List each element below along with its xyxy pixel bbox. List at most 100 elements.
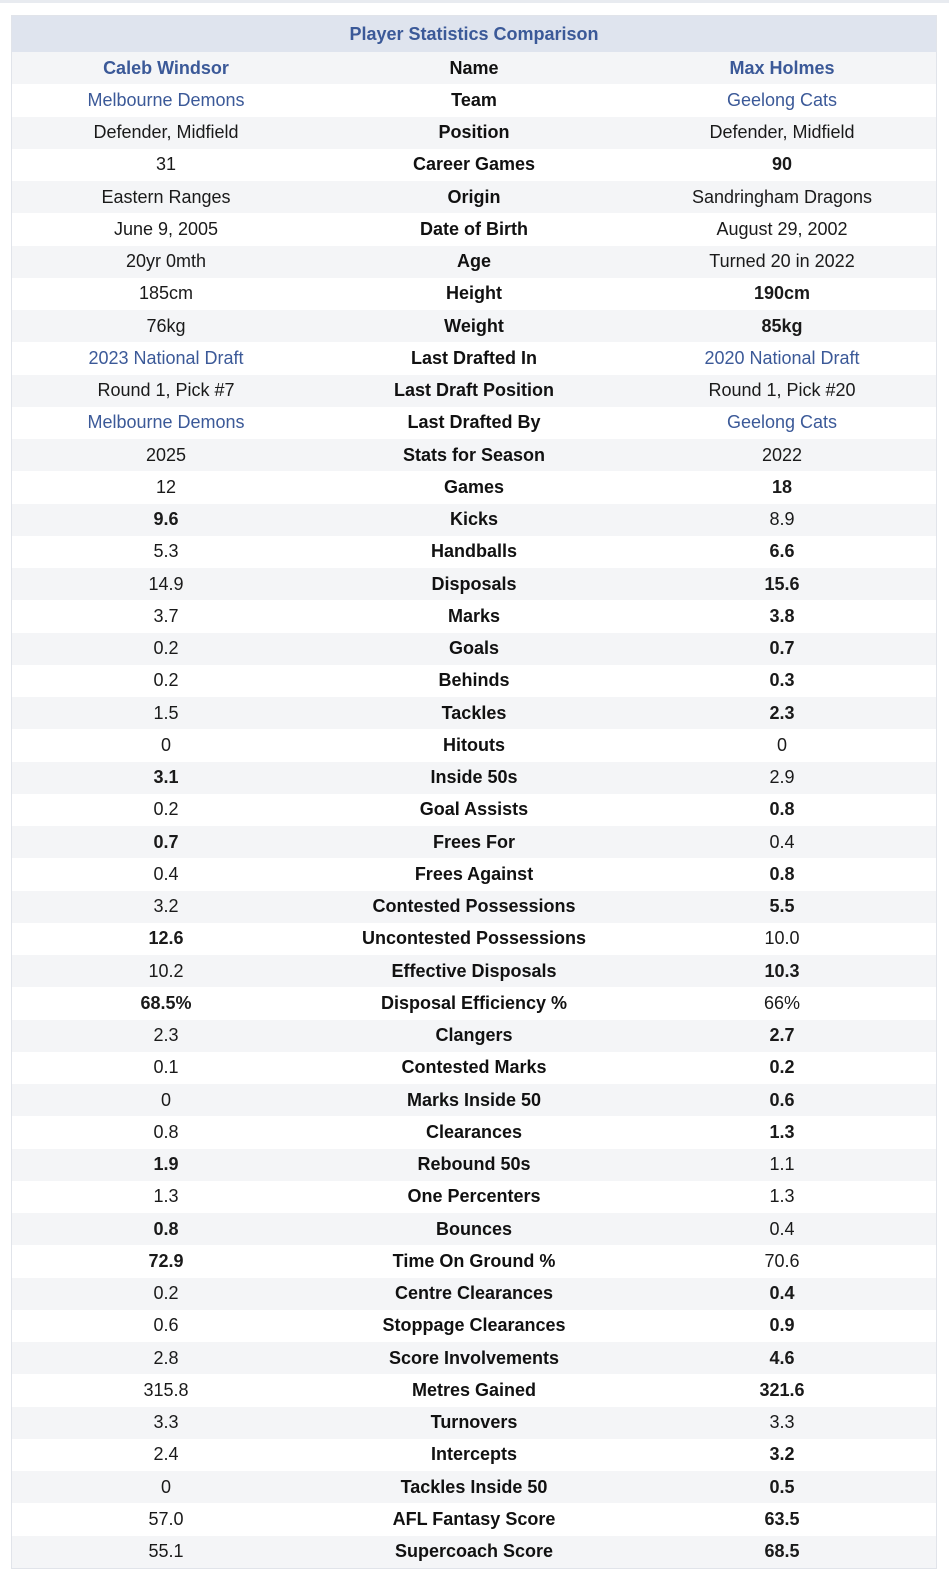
left-player-value: 0.6 [153, 1315, 179, 1336]
stat-label: Frees For [432, 831, 516, 852]
right-player-value: Defender, Midfield [709, 122, 855, 143]
table-row: 72.9 Time On Ground % 70.6 [12, 1245, 936, 1278]
right-player-value: 8.9 [769, 509, 795, 530]
left-player-value: Eastern Ranges [101, 186, 231, 207]
table-row: Melbourne Demons Last Drafted By Geelong C… [12, 406, 936, 439]
stat-label: Last Draft Position [393, 380, 554, 401]
table-row: 5.3 Handballs 6.6 [12, 535, 936, 568]
stat-label: Intercepts [430, 1444, 518, 1465]
table-row: 2023 National Draft Last Drafted In 2020 N… [12, 342, 936, 375]
right-player-value: 70.6 [764, 1250, 800, 1271]
right-player-value: 1.1 [769, 1154, 795, 1175]
left-player-value: 2.4 [153, 1444, 179, 1465]
right-player-value: 1.3 [769, 1121, 795, 1142]
stat-label: Team [451, 89, 497, 110]
stat-label: Kicks [449, 509, 499, 530]
left-player-value: 5.3 [153, 541, 179, 562]
table-row: Caleb Windsor Name Max Holmes [12, 52, 936, 85]
table-row: 0.2 Goal Assists 0.8 [12, 793, 936, 826]
stat-label: Clearances [425, 1121, 523, 1142]
table-row: 0.6 Stoppage Clearances 0.9 [12, 1309, 936, 1342]
left-player-value[interactable]: Melbourne Demons [87, 89, 245, 110]
table-row: 315.8 Metres Gained 321.6 [12, 1374, 936, 1407]
left-player-value: 1.5 [153, 702, 179, 723]
right-player-value: August 29, 2002 [716, 218, 848, 239]
top-divider [0, 0, 949, 3]
right-player-value: 2.3 [769, 702, 795, 723]
table-row: 0.2 Goals 0.7 [12, 632, 936, 665]
right-player-value: 2.7 [769, 1025, 795, 1046]
right-player-value: 63.5 [764, 1508, 800, 1529]
table-row: 0 Hitouts 0 [12, 729, 936, 762]
right-player-value: Turned 20 in 2022 [709, 251, 855, 272]
table-row: 2.3 Clangers 2.7 [12, 1019, 936, 1052]
right-player-value[interactable]: Geelong Cats [726, 412, 838, 433]
left-player-value: 0.7 [153, 831, 179, 852]
right-player-value: 10.3 [764, 960, 800, 981]
left-player-value: 3.3 [153, 1412, 179, 1433]
left-player-value: 1.3 [153, 1186, 179, 1207]
left-player-value: 0 [160, 1089, 171, 1110]
table-row: 2025 Stats for Season 2022 [12, 439, 936, 472]
table-row: 0 Tackles Inside 50 0.5 [12, 1471, 936, 1504]
stat-label: Uncontested Possessions [361, 928, 587, 949]
stat-label: Weight [444, 315, 504, 336]
left-player-value: Round 1, Pick #7 [97, 380, 235, 401]
left-player-value[interactable]: Caleb Windsor [103, 57, 229, 78]
right-player-value[interactable]: 2020 National Draft [704, 347, 860, 368]
stat-label: Games [443, 476, 505, 497]
stat-label: Bounces [435, 1218, 513, 1239]
left-player-value: 3.2 [153, 896, 179, 917]
left-player-value[interactable]: Melbourne Demons [87, 412, 245, 433]
right-player-value: 321.6 [759, 1379, 805, 1400]
stat-label: Age [456, 251, 491, 272]
right-player-value: 15.6 [764, 573, 800, 594]
stat-label: Effective Disposals [391, 960, 557, 981]
comparison-table: Player Statistics Comparison Caleb Winds… [11, 15, 937, 1569]
right-player-value: 190cm [753, 283, 811, 304]
left-player-value: 0.8 [153, 1218, 179, 1239]
left-player-value: 2.3 [153, 1025, 179, 1046]
stat-label: Stats for Season [402, 444, 546, 465]
stat-label: Date of Birth [420, 218, 528, 239]
left-player-value[interactable]: 2023 National Draft [88, 347, 244, 368]
left-player-value: 20yr 0mth [125, 251, 207, 272]
stat-label: Last Drafted In [410, 347, 538, 368]
left-player-value: 55.1 [148, 1541, 184, 1562]
table-row: 0.8 Bounces 0.4 [12, 1213, 936, 1246]
stat-label: Score Involvements [388, 1347, 560, 1368]
left-player-value: 12.6 [148, 928, 184, 949]
table-row: Round 1, Pick #7 Last Draft Position Round… [12, 374, 936, 407]
left-player-value: 2.8 [153, 1347, 179, 1368]
left-player-value: 14.9 [148, 573, 184, 594]
table-row: 68.5% Disposal Efficiency % 66% [12, 987, 936, 1020]
table-row: 12 Games 18 [12, 471, 936, 504]
stat-label: Disposals [431, 573, 517, 594]
right-player-value: 1.3 [769, 1186, 795, 1207]
right-player-value[interactable]: Geelong Cats [726, 89, 838, 110]
left-player-value: 3.7 [153, 605, 179, 626]
right-player-value[interactable]: Max Holmes [729, 57, 835, 78]
right-player-value: 3.2 [769, 1444, 795, 1465]
left-player-value: 0.2 [153, 799, 179, 820]
stat-label: Contested Possessions [372, 896, 576, 917]
table-row: 1.3 One Percenters 1.3 [12, 1180, 936, 1213]
table-row: 0.2 Centre Clearances 0.4 [12, 1277, 936, 1310]
right-player-value: 85kg [761, 315, 803, 336]
right-player-value: 0.3 [769, 670, 795, 691]
table-row: 3.2 Contested Possessions 5.5 [12, 890, 936, 923]
table-row: 0.8 Clearances 1.3 [12, 1116, 936, 1149]
table-row: 76kg Weight 85kg [12, 310, 936, 343]
table-row: 10.2 Effective Disposals 10.3 [12, 955, 936, 988]
right-player-value: Sandringham Dragons [691, 186, 873, 207]
right-player-value: 68.5 [764, 1541, 800, 1562]
left-player-value: 72.9 [148, 1250, 184, 1271]
left-player-value: 12 [155, 476, 177, 497]
left-player-value: 68.5% [140, 992, 192, 1013]
table-row: 0.2 Behinds 0.3 [12, 664, 936, 697]
right-player-value: 0.7 [769, 638, 795, 659]
table-row: 3.1 Inside 50s 2.9 [12, 761, 936, 794]
stat-label: Rebound 50s [417, 1154, 531, 1175]
stat-label: Marks [447, 605, 501, 626]
stat-label: Clangers [435, 1025, 513, 1046]
